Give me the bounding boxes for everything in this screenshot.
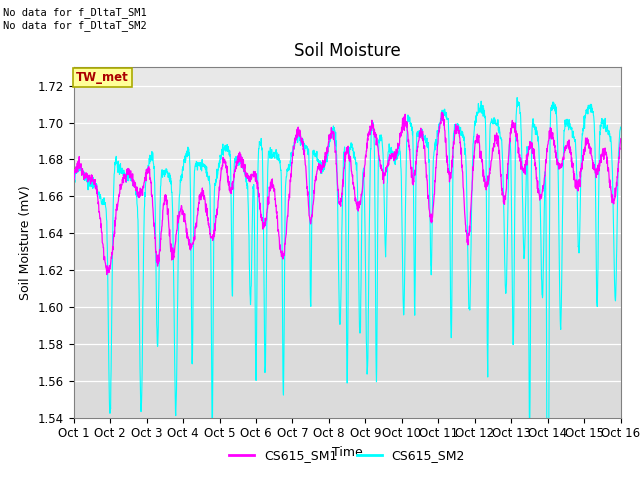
X-axis label: Time: Time: [332, 446, 363, 459]
Text: No data for f_DltaT_SM1
No data for f_DltaT_SM2: No data for f_DltaT_SM1 No data for f_Dl…: [3, 7, 147, 31]
Title: Soil Moisture: Soil Moisture: [294, 42, 401, 60]
Y-axis label: Soil Moisture (mV): Soil Moisture (mV): [19, 185, 32, 300]
Legend: CS615_SM1, CS615_SM2: CS615_SM1, CS615_SM2: [225, 444, 470, 468]
Bar: [74, 233, 621, 307]
Bar: [74, 307, 621, 418]
Text: TW_met: TW_met: [76, 71, 129, 84]
